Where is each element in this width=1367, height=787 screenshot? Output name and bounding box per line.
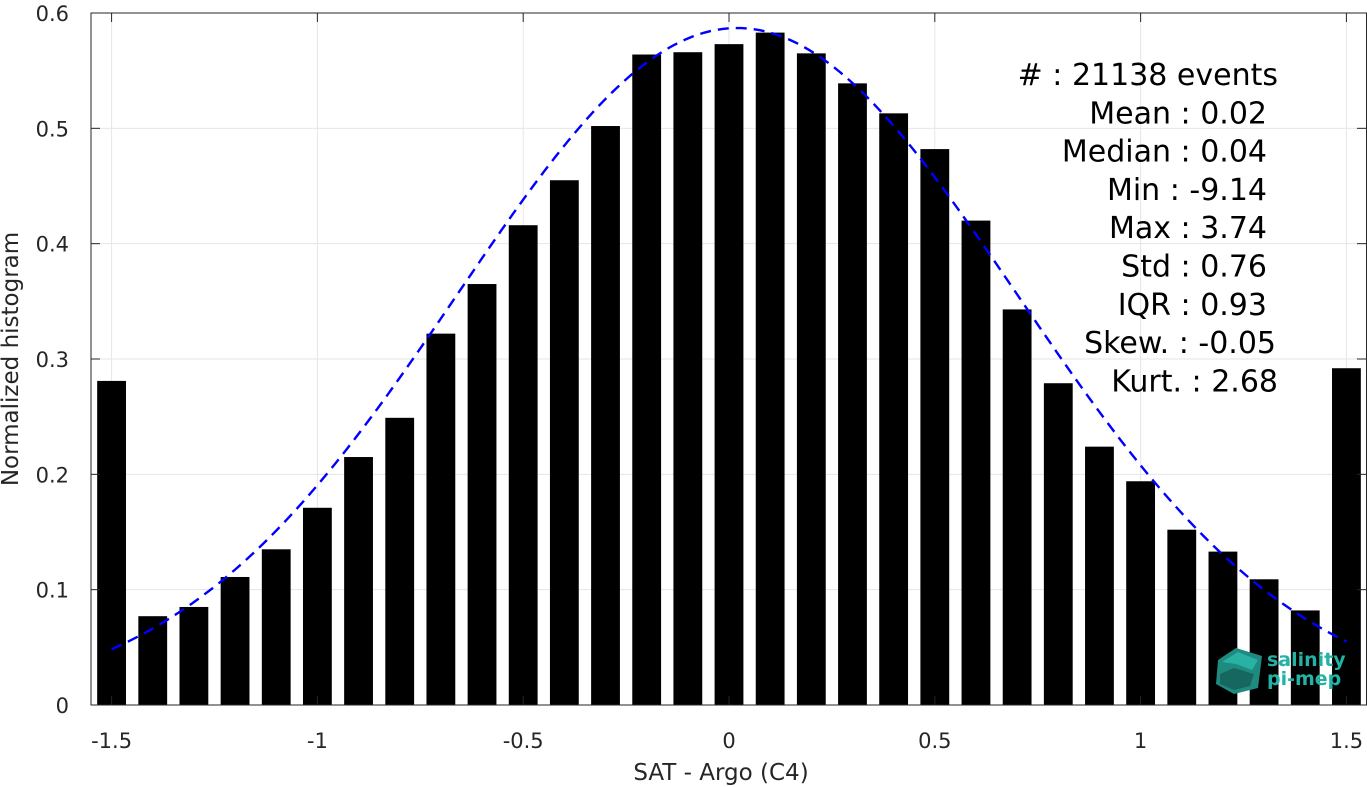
- histogram-bar: [1002, 309, 1032, 705]
- histogram-bar: [1043, 383, 1073, 705]
- x-axis-label: SAT - Argo (C4): [633, 760, 808, 786]
- histogram-bar: [673, 52, 703, 706]
- stat-line: # : 21138 events: [1018, 58, 1278, 93]
- y-tick-label: 0.4: [36, 233, 69, 257]
- histogram-bar: [220, 576, 250, 705]
- x-tick-label: 1.5: [1330, 729, 1363, 753]
- histogram-bar: [179, 606, 209, 705]
- histogram-bar: [385, 417, 415, 705]
- stat-line: Skew. : -0.05: [1084, 326, 1276, 361]
- histogram-bar: [1085, 446, 1114, 705]
- stat-line: Mean : 0.02: [1089, 96, 1267, 131]
- stat-line: Median : 0.04: [1062, 135, 1267, 170]
- histogram-bar: [879, 113, 909, 706]
- histogram-bar: [796, 53, 826, 706]
- histogram-bar: [344, 457, 373, 705]
- y-tick-label: 0.3: [36, 348, 69, 372]
- y-axis-label: Normalized histogram: [0, 232, 24, 486]
- y-tick-labels: 0 0.1 0.2 0.3 0.4 0.5 0.6: [36, 2, 69, 718]
- stat-line: Max : 3.74: [1109, 211, 1267, 246]
- y-tick-label: 0: [56, 694, 69, 718]
- logo-line2: pi-mep: [1267, 668, 1341, 690]
- histogram-bar: [961, 220, 991, 705]
- histogram-bar: [467, 284, 497, 705]
- histogram-bar: [97, 380, 126, 705]
- bars-group: [97, 32, 1361, 706]
- x-tick-label: 0: [722, 729, 735, 753]
- histogram-bar: [1167, 529, 1197, 705]
- histogram-bar: [261, 549, 291, 705]
- x-tick-label: 0.5: [918, 729, 951, 753]
- x-tick-label: 1: [1134, 729, 1147, 753]
- stat-line: Std : 0.76: [1121, 250, 1267, 285]
- salinity-pimep-logo: salinity pi-mep: [1216, 648, 1346, 694]
- y-tick-label: 0.2: [36, 463, 69, 487]
- x-tick-labels: -1.5 -1 -0.5 0 0.5 1 1.5: [91, 729, 1363, 753]
- histogram-bar: [755, 32, 785, 705]
- histogram-bar: [632, 54, 662, 705]
- stat-line: IQR : 0.93: [1118, 288, 1267, 323]
- y-tick-label: 0.5: [36, 117, 69, 141]
- histogram-bar: [549, 180, 579, 705]
- histogram-bar: [302, 507, 332, 705]
- stat-line: Min : -9.14: [1107, 173, 1267, 208]
- histogram-bar: [1332, 368, 1361, 705]
- histogram-bar: [1290, 610, 1320, 705]
- y-tick-label: 0.6: [36, 2, 69, 26]
- histogram-bar: [426, 333, 456, 705]
- x-tick-label: -1: [307, 729, 328, 753]
- y-tick-label: 0.1: [36, 579, 69, 603]
- cube-logo-icon: [1216, 648, 1262, 694]
- stat-line: Kurt. : 2.68: [1111, 364, 1278, 399]
- histogram-bar: [508, 225, 538, 706]
- histogram-bar: [920, 149, 950, 706]
- histogram-bar: [1126, 481, 1156, 705]
- x-tick-label: -0.5: [503, 729, 544, 753]
- histogram-bar: [138, 616, 168, 705]
- axis-ticks: [91, 12, 1366, 706]
- histogram-bar: [838, 83, 867, 705]
- logo-line1: salinity: [1267, 649, 1346, 671]
- histogram-bar: [591, 126, 620, 705]
- x-tick-label: -1.5: [91, 729, 132, 753]
- histogram-bar: [714, 44, 744, 705]
